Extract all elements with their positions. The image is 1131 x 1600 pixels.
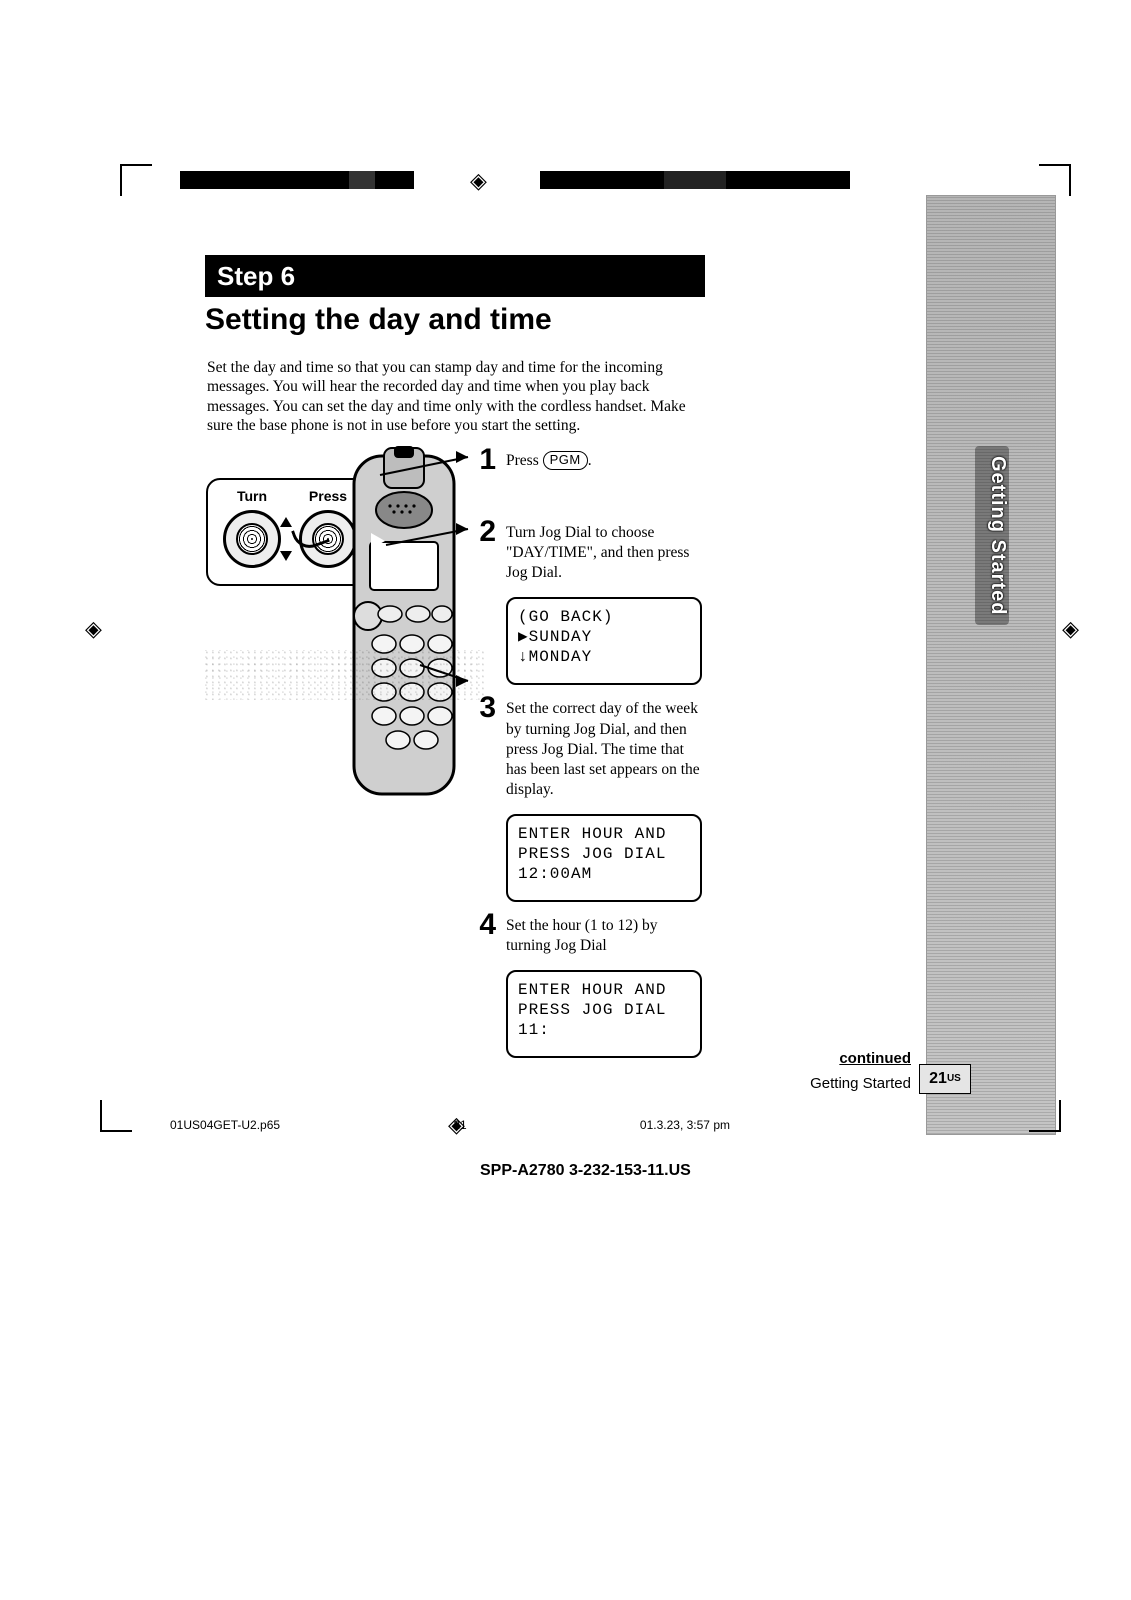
step-4: 4 Set the hour (1 to 12) by turning Jog … [472,910,700,956]
intro-paragraph: Set the day and time so that you can sta… [207,358,687,436]
page-region: US [947,1073,961,1084]
side-tab-label: Getting Started [975,446,1009,625]
section-footer: Getting Started [810,1075,911,1092]
page-title: Setting the day and time [205,303,552,337]
page-number-tab: 21US [919,1064,971,1094]
pgm-key-icon: PGM [543,451,588,470]
print-footer: 01US04GET-U2.p65 21 01.3.23, 3:57 pm [170,1118,730,1132]
step-text: Set the correct day of the week by turni… [506,693,700,800]
step-header: Step 6 [205,255,705,297]
footer-timestamp: 01.3.23, 3:57 pm [640,1118,730,1132]
step-text: Press PGM. [506,445,592,471]
step-2: 2 Turn Jog Dial to choose "DAY/TIME", an… [472,517,700,583]
step-number: 4 [472,910,496,940]
continued-label: continued [839,1050,911,1067]
model-number: SPP-A2780 3-232-153-11.US [480,1162,691,1180]
jog-dial-turn-icon [223,510,281,568]
lcd-display-1: (GO BACK) ▶SUNDAY ↓MONDAY [506,597,702,685]
turn-label: Turn [223,488,281,504]
chapter-side-band: Getting Started [926,195,1056,1135]
step-text: Set the hour (1 to 12) by turning Jog Di… [506,910,700,956]
crop-mark-tl [120,164,152,196]
step-text: Turn Jog Dial to choose "DAY/TIME", and … [506,517,700,583]
instruction-steps: 1 Press PGM. 2 Turn Jog Dial to choose "… [472,445,700,1066]
footer-page: 21 [453,1118,466,1132]
color-bar-right [540,171,850,189]
registration-mark-icon: ◈ [1062,616,1079,642]
step-number: 1 [472,445,496,475]
crop-mark-bl [100,1100,132,1132]
step-3: 3 Set the correct day of the week by tur… [472,693,700,800]
source-file: 01US04GET-U2.p65 [170,1118,280,1132]
page-number: 21 [929,1070,947,1087]
lcd-display-2: ENTER HOUR AND PRESS JOG DIAL 12:00AM [506,814,702,902]
lcd-display-3: ENTER HOUR AND PRESS JOG DIAL 11: [506,970,702,1058]
crop-mark-br [1029,1100,1061,1132]
turn-column: Turn [223,488,281,580]
manual-page: ◈ ◈ ◈ Getting Started Step 6 Setting the… [0,0,1131,1600]
registration-mark-icon: ◈ [85,616,102,642]
top-registration: ◈ [120,170,1071,190]
step-text-b: . [588,452,592,469]
step-text-a: Press [506,452,543,469]
crop-mark-tr [1039,164,1071,196]
registration-mark-icon: ◈ [470,168,487,194]
step-number: 2 [472,517,496,547]
step-number: 3 [472,693,496,723]
step-1: 1 Press PGM. [472,445,700,475]
color-bar-left [180,171,440,189]
